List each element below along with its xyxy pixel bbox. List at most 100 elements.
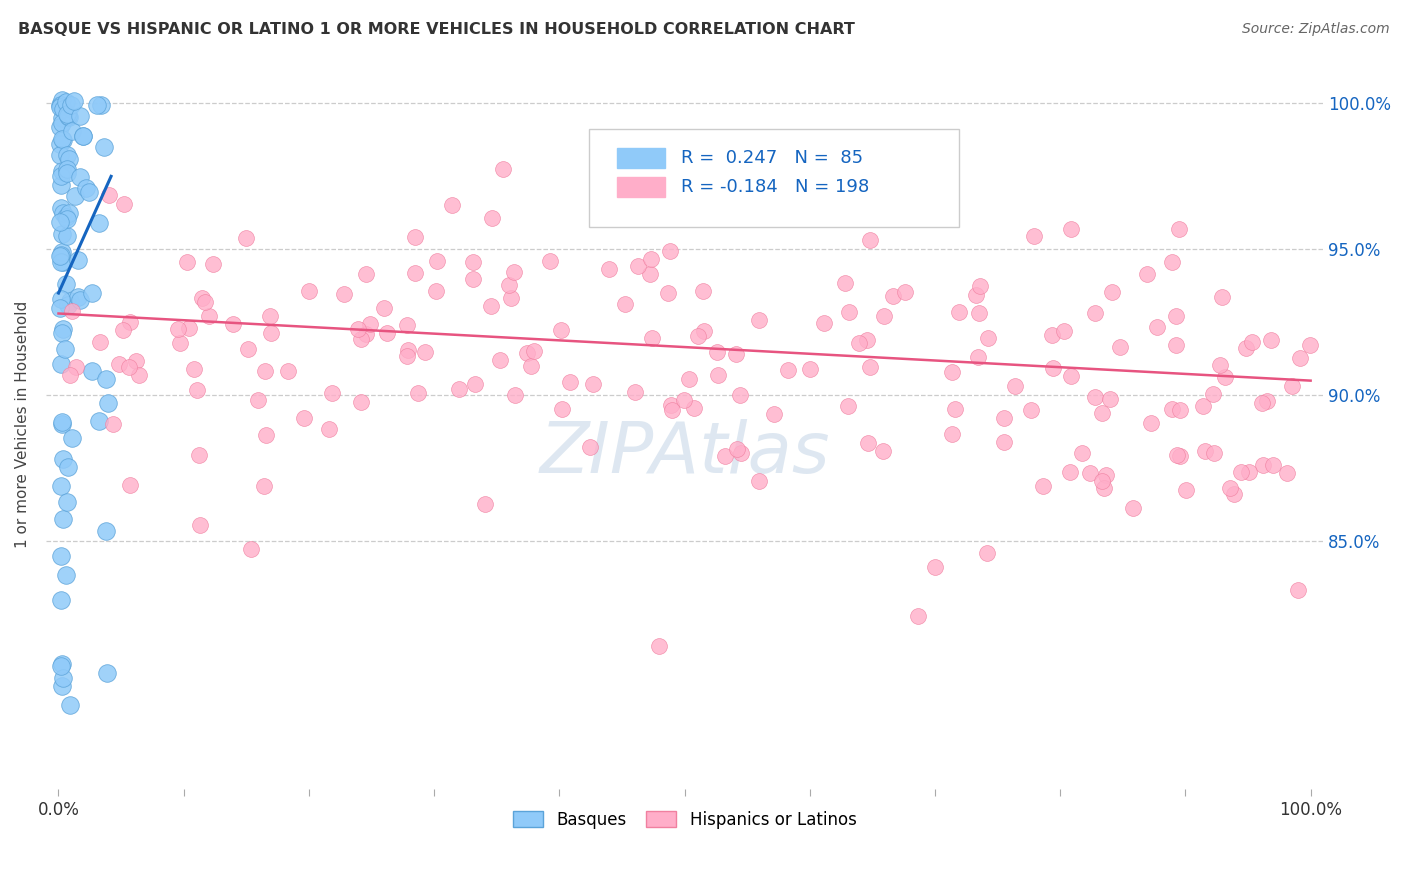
Point <box>398 343 420 357</box>
Point <box>1136 268 1159 282</box>
Point <box>837 399 859 413</box>
Point <box>734 184 756 198</box>
Point <box>66 290 89 304</box>
Point <box>167 322 190 336</box>
Point <box>49 120 72 134</box>
Point <box>103 417 125 431</box>
Point <box>59 368 82 383</box>
Point <box>404 266 426 280</box>
Point <box>169 335 191 350</box>
Point <box>1168 449 1191 463</box>
Point <box>464 376 486 391</box>
Y-axis label: 1 or more Vehicles in Household: 1 or more Vehicles in Household <box>15 301 30 548</box>
Point <box>1161 401 1184 416</box>
Point <box>578 440 600 454</box>
Point <box>188 518 211 533</box>
Point <box>1084 305 1107 319</box>
Point <box>55 211 77 226</box>
Point <box>941 365 963 379</box>
Point <box>1091 406 1114 420</box>
Point <box>52 133 75 147</box>
Point <box>318 422 340 436</box>
Point <box>1194 444 1216 458</box>
Point <box>55 494 77 508</box>
Point <box>638 267 661 281</box>
Point <box>538 254 561 268</box>
Point <box>51 657 73 672</box>
Point <box>1042 327 1064 342</box>
Point <box>55 568 77 582</box>
Point <box>75 181 97 195</box>
Point <box>728 388 751 402</box>
Point <box>51 659 73 673</box>
Point <box>657 286 679 301</box>
Point <box>406 386 429 401</box>
Point <box>60 304 83 318</box>
Point <box>1237 465 1260 479</box>
Point <box>375 326 398 340</box>
Point <box>1071 446 1094 460</box>
Point <box>640 252 662 266</box>
Point <box>49 593 72 607</box>
Point <box>56 166 79 180</box>
Point <box>730 446 752 460</box>
Point <box>1094 467 1116 482</box>
Point <box>1060 222 1083 236</box>
Point <box>1275 467 1298 481</box>
Point <box>404 229 426 244</box>
Point <box>65 359 87 374</box>
Point <box>659 244 682 258</box>
Point <box>51 227 73 241</box>
Point <box>60 97 83 112</box>
Point <box>1256 393 1278 408</box>
Point <box>239 541 262 556</box>
Point <box>94 371 117 385</box>
Point <box>834 276 856 290</box>
Point <box>1109 340 1132 354</box>
Point <box>55 162 77 177</box>
Point <box>58 152 80 166</box>
Point <box>1053 324 1076 338</box>
Point <box>856 333 879 347</box>
Point <box>72 128 94 143</box>
Point <box>186 383 208 397</box>
Point <box>356 326 378 341</box>
Point <box>51 116 73 130</box>
Point <box>79 185 101 199</box>
Point <box>49 255 72 269</box>
Point <box>1229 465 1251 479</box>
Point <box>1250 395 1272 409</box>
Point <box>1289 351 1312 366</box>
Point <box>1222 487 1244 501</box>
Point <box>58 110 80 124</box>
Point <box>965 288 987 302</box>
Point <box>413 345 436 359</box>
Point <box>582 376 605 391</box>
Point <box>1211 290 1233 304</box>
Point <box>516 346 538 360</box>
Point <box>627 259 650 273</box>
Point <box>1174 483 1197 498</box>
Point <box>551 402 574 417</box>
Point <box>112 323 135 337</box>
Point <box>49 148 72 162</box>
FancyBboxPatch shape <box>589 129 959 227</box>
Point <box>1092 481 1115 495</box>
Point <box>49 100 72 114</box>
Point <box>49 248 72 262</box>
Point <box>993 434 1015 449</box>
Point <box>1042 360 1064 375</box>
Point <box>1098 392 1121 406</box>
Point <box>58 110 80 124</box>
Point <box>49 97 72 112</box>
Point <box>678 372 700 386</box>
Point <box>447 382 470 396</box>
Point <box>55 95 77 109</box>
Point <box>359 318 381 332</box>
Point <box>48 249 70 263</box>
Point <box>489 353 512 368</box>
Point <box>93 139 115 153</box>
Point <box>112 197 135 211</box>
Point <box>259 309 281 323</box>
Point <box>754 152 776 166</box>
